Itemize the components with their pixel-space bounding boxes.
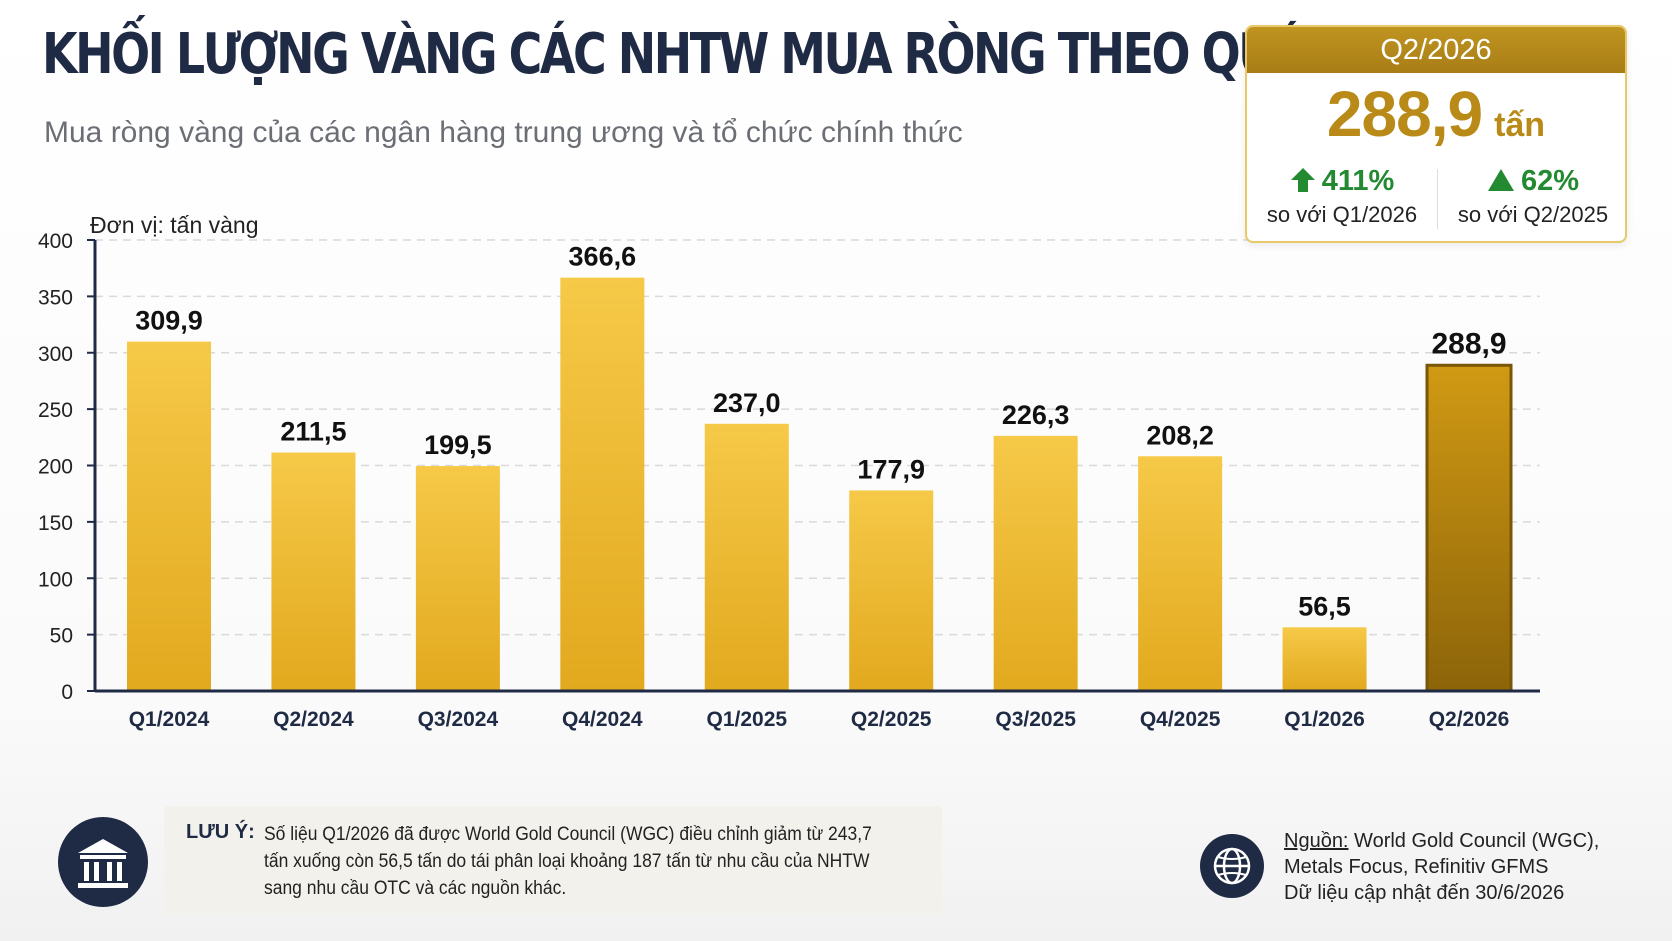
source-label: Nguồn: — [1284, 830, 1349, 852]
callout-stat-qoq: 411% so với Q1/2026 — [1247, 165, 1437, 228]
bar — [849, 490, 934, 691]
note-text: Số liệu Q1/2026 đã được World Gold Counc… — [264, 824, 872, 899]
stat-qoq-compare: so với Q1/2026 — [1266, 202, 1418, 227]
callout-value-number: 288,9 — [1326, 78, 1483, 150]
stat-yoy-compare: so với Q2/2025 — [1457, 202, 1609, 227]
x-tick-label: Q2/2026 — [1429, 708, 1510, 731]
source-line2: Metals Focus, Refinitiv GFMS — [1284, 856, 1549, 878]
y-tick-label: 400 — [38, 230, 73, 253]
y-tick-label: 200 — [38, 456, 73, 479]
bar — [415, 466, 500, 691]
bank-building-icon — [58, 817, 148, 907]
bar — [1138, 456, 1223, 691]
y-tick-label: 50 — [50, 625, 73, 648]
source-line3: Dữ liệu cập nhật đến 30/6/2026 — [1284, 882, 1565, 904]
globe-icon — [1200, 834, 1264, 898]
bar-value-label: 288,9 — [1431, 327, 1506, 360]
x-tick-label: Q4/2025 — [1140, 708, 1221, 731]
x-tick-label: Q3/2025 — [995, 708, 1076, 731]
source-text: Nguồn: World Gold Council (WGC), Metals … — [1284, 828, 1599, 906]
up-arrow-icon — [1290, 168, 1315, 192]
callout-period: Q2/2026 — [1247, 27, 1625, 73]
up-triangle-icon — [1487, 169, 1514, 191]
x-tick-label: Q1/2024 — [129, 708, 210, 731]
bar-value-label: 226,3 — [1002, 400, 1070, 430]
bar — [704, 423, 789, 691]
bar-value-label: 177,9 — [857, 454, 925, 484]
y-axis-unit-label: Đơn vị: tấn vàng — [90, 212, 259, 238]
bar-value-label: 237,0 — [713, 388, 781, 418]
x-tick-label: Q4/2024 — [562, 708, 643, 731]
y-tick-label: 350 — [38, 286, 73, 309]
callout-stat-yoy: 62% so với Q2/2025 — [1438, 165, 1628, 228]
page-subtitle: Mua ròng vàng của các ngân hàng trung ươ… — [44, 116, 963, 149]
bar — [1425, 363, 1513, 693]
x-tick-label: Q3/2024 — [418, 708, 499, 731]
bar — [560, 277, 645, 691]
note-title: LƯU Ý: — [186, 821, 255, 843]
y-tick-label: 300 — [38, 343, 73, 366]
stat-yoy-pct: 62% — [1520, 165, 1580, 197]
bar — [271, 452, 356, 691]
note-box: LƯU Ý: Số liệu Q1/2026 đã được World Gol… — [164, 806, 942, 914]
callout-value: 288,9 tấn — [1247, 77, 1625, 151]
callout-value-unit: tấn — [1494, 106, 1546, 144]
bar — [127, 341, 211, 691]
y-tick-label: 150 — [38, 512, 73, 535]
x-tick-label: Q1/2025 — [706, 708, 787, 731]
source-line1: World Gold Council (WGC), — [1348, 830, 1600, 852]
page-title: KHỐI LƯỢNG VÀNG CÁC NHTW MUA RÒNG THEO Q… — [42, 22, 1306, 87]
y-tick-label: 100 — [38, 568, 73, 591]
bar-value-label: 309,9 — [135, 306, 203, 336]
bar-value-label: 211,5 — [280, 417, 346, 447]
bar-value-label: 56,5 — [1298, 591, 1351, 621]
x-tick-label: Q2/2024 — [273, 708, 354, 731]
bar — [993, 435, 1078, 691]
bar — [1282, 627, 1367, 691]
bar-value-label: 366,6 — [569, 242, 637, 272]
highlight-callout: Q2/2026 288,9 tấn 411% so với Q1/2026 62%… — [1245, 25, 1627, 243]
stat-qoq-pct: 411% — [1321, 165, 1395, 197]
x-tick-label: Q2/2025 — [851, 708, 932, 731]
x-tick-label: Q1/2026 — [1284, 708, 1365, 731]
bar-value-label: 208,2 — [1146, 420, 1214, 450]
y-tick-label: 250 — [38, 399, 73, 422]
callout-divider — [1437, 169, 1438, 229]
y-tick-label: 0 — [61, 681, 73, 704]
bar-value-label: 199,5 — [424, 430, 492, 460]
